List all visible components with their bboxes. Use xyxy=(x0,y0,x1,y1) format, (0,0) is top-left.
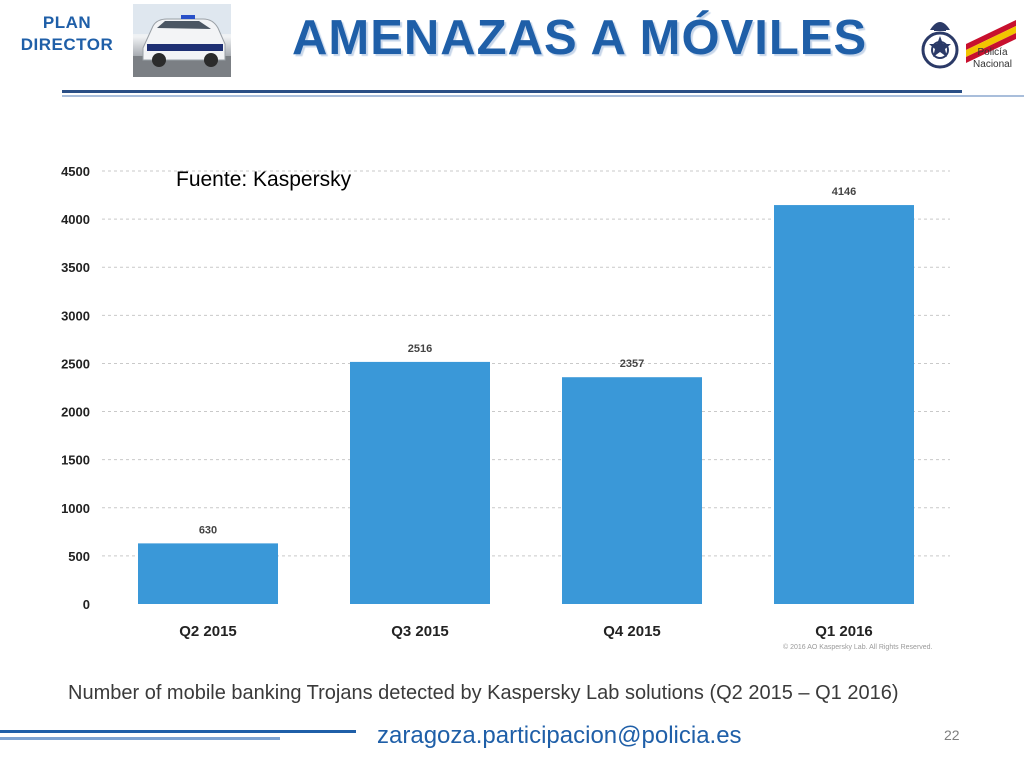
y-tick-label: 4000 xyxy=(61,212,90,227)
bar-q4-2015 xyxy=(562,377,702,604)
y-axis-ticks: 0 500 1000 1500 2000 2500 3000 3500 4000 4500 xyxy=(61,164,90,612)
source-note: Fuente: Kaspersky xyxy=(176,168,352,191)
chart-copyright: © 2016 AO Kaspersky Lab. All Rights Rese… xyxy=(783,644,933,651)
y-tick-label: 2500 xyxy=(61,356,90,371)
page-number: 22 xyxy=(944,727,960,743)
y-tick-label: 500 xyxy=(68,549,90,564)
logo-text: Policía Nacional xyxy=(965,47,1020,71)
y-tick-label: 3500 xyxy=(61,260,90,275)
y-tick-label: 1500 xyxy=(61,453,90,468)
bar-q1-2016 xyxy=(774,205,914,604)
x-category-label: Q4 2015 xyxy=(603,623,661,640)
data-label: 2516 xyxy=(408,343,432,355)
chart-data-labels: 630 2516 2357 4146 xyxy=(199,186,856,536)
data-label: 630 xyxy=(199,524,217,536)
y-tick-label: 4500 xyxy=(61,164,90,179)
contact-email-link[interactable]: zaragoza.participacion@policia.es xyxy=(377,722,742,749)
police-car-image xyxy=(133,4,231,77)
footer-line xyxy=(0,730,356,733)
x-axis-categories: Q2 2015 Q3 2015 Q4 2015 Q1 2016 xyxy=(179,623,873,640)
footer-line-light xyxy=(0,737,280,740)
data-label: 2357 xyxy=(620,358,644,370)
logo-text-line1: Policía xyxy=(977,47,1008,58)
x-category-label: Q1 2016 xyxy=(815,623,873,640)
plan-label: PLAN xyxy=(42,13,92,32)
chart-title: Number of mobile banking Trojans detecte… xyxy=(68,682,899,704)
page-title: AMENAZAS A MÓVILES xyxy=(292,11,868,65)
bar-q3-2015 xyxy=(350,361,490,604)
y-tick-label: 3000 xyxy=(61,308,90,323)
police-car-photo xyxy=(133,4,231,77)
data-label: 4146 xyxy=(832,186,856,198)
police-emblem-icon xyxy=(921,20,1016,69)
header-divider xyxy=(62,90,962,93)
header-divider-light xyxy=(62,95,1024,97)
director-label: DIRECTOR xyxy=(20,35,114,54)
policia-nacional-logo xyxy=(918,6,1018,78)
plan-director-label: PLAN DIRECTOR xyxy=(8,12,126,56)
bar-q2-2015 xyxy=(138,543,278,604)
y-tick-label: 0 xyxy=(83,597,90,612)
logo-text-line2: Nacional xyxy=(973,59,1012,70)
y-tick-label: 1000 xyxy=(61,501,90,516)
y-tick-label: 2000 xyxy=(61,405,90,420)
x-category-label: Q3 2015 xyxy=(391,623,449,640)
x-category-label: Q2 2015 xyxy=(179,623,237,640)
chart-bars xyxy=(138,205,914,604)
